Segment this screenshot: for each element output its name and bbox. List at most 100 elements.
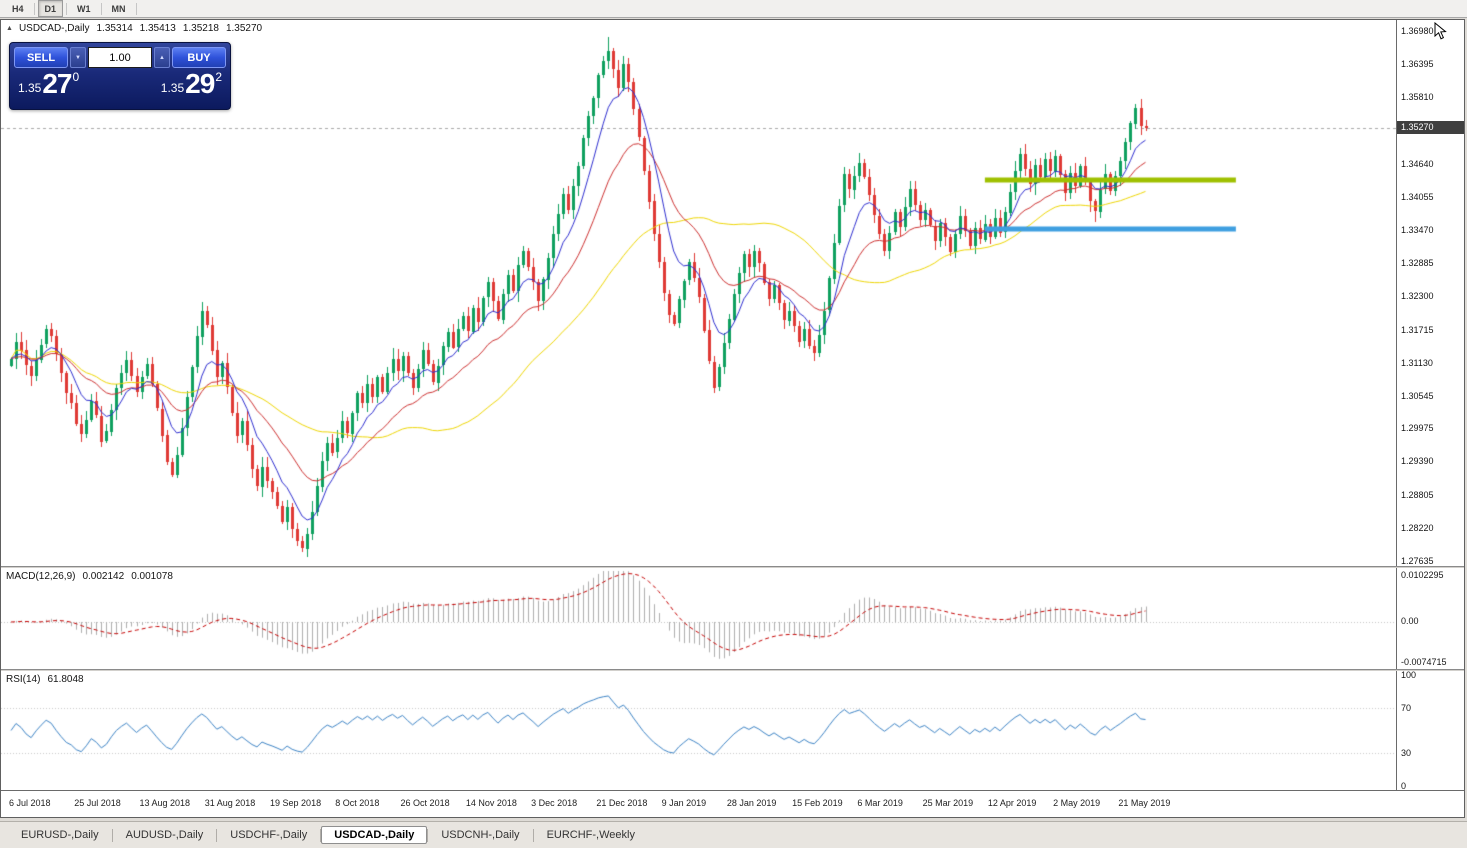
pane-separator[interactable] bbox=[1, 566, 1464, 568]
rsi-value: 61.8048 bbox=[47, 674, 84, 685]
time-axis-label: 12 Apr 2019 bbox=[987, 798, 1037, 808]
toolbar-separator bbox=[66, 2, 68, 15]
bid-price-tag: 1.35270 bbox=[1397, 120, 1464, 134]
main-price-pane: ▲ USDCAD-,Daily 1.35314 1.35413 1.35218 … bbox=[1, 20, 1464, 566]
sell-price-base: 1.35 bbox=[18, 81, 42, 95]
price-axis-label: 1.32885 bbox=[1401, 258, 1434, 269]
time-axis[interactable]: 6 Jul 2018 25 Jul 2018 13 Aug 2018 31 Aug 2… bbox=[1, 791, 1464, 817]
time-axis-label: 14 Nov 2018 bbox=[465, 798, 517, 808]
rsi-pane: RSI(14) 61.8048 100 70 30 0 bbox=[1, 670, 1464, 791]
price-axis-label: 1.33470 bbox=[1401, 225, 1434, 236]
price-axis-label: 1.36395 bbox=[1401, 59, 1434, 70]
price-axis-label: 1.34055 bbox=[1401, 191, 1434, 202]
tab-eurusd-daily[interactable]: EURUSD-,Daily bbox=[21, 829, 99, 841]
rsi-canvas[interactable] bbox=[1, 671, 1396, 790]
toolbar-separator bbox=[135, 2, 137, 15]
buy-price[interactable]: 1.35 29 2 bbox=[161, 69, 222, 99]
timeframe-w1-button[interactable]: W1 bbox=[77, 3, 91, 14]
sell-price-pips: 27 bbox=[42, 68, 72, 99]
sell-price[interactable]: 1.35 27 0 bbox=[18, 69, 79, 99]
macd-signal-value: 0.001078 bbox=[131, 571, 173, 582]
tab-separator bbox=[111, 828, 113, 842]
price-axis-label: 1.35810 bbox=[1401, 92, 1434, 103]
price-axis-label: 1.31130 bbox=[1401, 357, 1433, 368]
mouse-cursor bbox=[1434, 21, 1447, 46]
price-axis-label: 1.30545 bbox=[1401, 390, 1434, 401]
one-click-collapse-icon[interactable]: ▲ bbox=[6, 25, 13, 32]
time-axis-label: 21 May 2019 bbox=[1118, 798, 1171, 808]
price-axis[interactable]: 1.35270 1.36980 1.36395 1.35810 1.34640 1.34… bbox=[1396, 20, 1464, 566]
tab-separator bbox=[532, 828, 534, 842]
time-axis-border bbox=[1, 790, 1464, 791]
tab-separator bbox=[427, 828, 429, 842]
tab-usdcnh-daily[interactable]: USDCNH-,Daily bbox=[441, 829, 520, 841]
macd-axis-zero: 0.00 bbox=[1401, 616, 1419, 626]
time-axis-label: 26 Oct 2018 bbox=[400, 798, 450, 808]
rsi-indicator-name: RSI(14) bbox=[6, 674, 41, 685]
price-axis-label: 1.31715 bbox=[1401, 324, 1434, 335]
timeframe-mn-button[interactable]: MN bbox=[111, 3, 126, 14]
tab-separator bbox=[216, 828, 218, 842]
macd-main-value: 0.002142 bbox=[82, 571, 125, 582]
rsi-axis-0: 0 bbox=[1401, 781, 1407, 791]
timeframe-d1-button[interactable]: D1 bbox=[37, 0, 64, 17]
buy-button[interactable]: BUY bbox=[172, 47, 226, 68]
sell-button[interactable]: SELL bbox=[14, 47, 68, 68]
chart-ohlc-header: ▲ USDCAD-,Daily 1.35314 1.35413 1.35218 … bbox=[6, 23, 262, 34]
time-axis-label: 15 Feb 2019 bbox=[792, 798, 843, 808]
time-axis-label: 25 Mar 2019 bbox=[922, 798, 974, 808]
chart-symbol-period: USDCAD-,Daily bbox=[18, 23, 90, 34]
tab-usdcad-daily[interactable]: USDCAD-,Daily bbox=[321, 826, 428, 844]
macd-header: MACD(12,26,9) 0.002142 0.001078 bbox=[6, 571, 173, 582]
macd-axis-max: 0.0102295 bbox=[1401, 570, 1444, 580]
time-axis-label: 6 Mar 2019 bbox=[857, 798, 903, 808]
tab-audusd-daily[interactable]: AUDUSD-,Daily bbox=[125, 829, 204, 841]
one-click-trading-panel: SELL ▼ 1.00 ▲ BUY 1.35 27 0 1.35 29 2 bbox=[9, 42, 231, 110]
rsi-axis-100: 100 bbox=[1401, 670, 1417, 680]
tab-eurchf-weekly[interactable]: EURCHF-,Weekly bbox=[546, 829, 635, 841]
time-axis-label: 8 Oct 2018 bbox=[335, 798, 380, 808]
ohlc-open-value: 1.35314 bbox=[96, 23, 133, 34]
time-axis-label: 21 Dec 2018 bbox=[596, 798, 648, 808]
tab-usdchf-daily[interactable]: USDCHF-,Daily bbox=[230, 829, 308, 841]
time-axis-label: 25 Jul 2018 bbox=[74, 798, 121, 808]
pane-separator[interactable] bbox=[1, 669, 1464, 671]
buy-price-base: 1.35 bbox=[160, 81, 185, 95]
ohlc-low-value: 1.35218 bbox=[182, 23, 219, 34]
tab-separator bbox=[320, 828, 322, 842]
timeframe-h4-button[interactable]: H4 bbox=[12, 3, 24, 14]
macd-axis[interactable]: 0.0102295 0.00 -0.0074715 bbox=[1396, 568, 1464, 669]
price-axis-label: 1.27635 bbox=[1401, 556, 1434, 566]
macd-canvas[interactable] bbox=[1, 568, 1396, 669]
timeframe-toolbar: H4 D1 W1 MN bbox=[0, 0, 1467, 18]
ohlc-close-value: 1.35270 bbox=[225, 23, 263, 34]
macd-pane: MACD(12,26,9) 0.002142 0.001078 0.010229… bbox=[1, 568, 1464, 669]
price-axis-label: 1.32300 bbox=[1401, 291, 1434, 302]
one-click-controls-row: SELL ▼ 1.00 ▲ BUY bbox=[14, 47, 226, 68]
time-axis-label: 6 Jul 2018 bbox=[9, 798, 51, 808]
time-axis-label: 2 May 2019 bbox=[1053, 798, 1101, 808]
rsi-axis-70: 70 bbox=[1401, 703, 1412, 714]
chart-window: ▲ USDCAD-,Daily 1.35314 1.35413 1.35218 … bbox=[0, 19, 1465, 818]
price-axis-label: 1.28805 bbox=[1401, 489, 1434, 500]
volume-input[interactable]: 1.00 bbox=[88, 47, 152, 68]
ohlc-high-value: 1.35413 bbox=[139, 23, 176, 34]
chart-tabs-bar: EURUSD-,Daily AUDUSD-,Daily USDCHF-,Dail… bbox=[0, 821, 1467, 848]
buy-price-point: 2 bbox=[215, 70, 222, 84]
time-axis-label: 28 Jan 2019 bbox=[726, 798, 777, 808]
macd-indicator-name: MACD(12,26,9) bbox=[6, 571, 76, 582]
price-axis-label: 1.36980 bbox=[1401, 26, 1434, 36]
time-axis-label: 13 Aug 2018 bbox=[139, 798, 191, 808]
one-click-prices-row: 1.35 27 0 1.35 29 2 bbox=[14, 69, 226, 99]
price-axis-label: 1.29975 bbox=[1401, 423, 1434, 434]
toolbar-separator bbox=[100, 2, 102, 15]
rsi-axis[interactable]: 100 70 30 0 bbox=[1396, 670, 1464, 791]
price-axis-label: 1.29390 bbox=[1401, 456, 1434, 467]
time-axis-label: 9 Jan 2019 bbox=[661, 798, 707, 808]
time-axis-label: 31 Aug 2018 bbox=[204, 798, 256, 808]
volume-increase-button[interactable]: ▲ bbox=[154, 47, 170, 68]
macd-axis-min: -0.0074715 bbox=[1401, 657, 1447, 667]
volume-decrease-button[interactable]: ▼ bbox=[70, 47, 86, 68]
price-chart-canvas[interactable] bbox=[1, 20, 1396, 566]
